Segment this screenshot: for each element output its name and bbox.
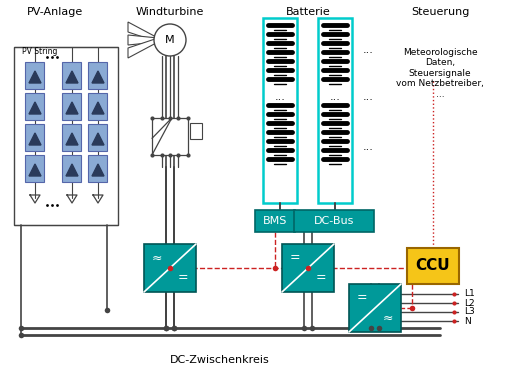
Text: =: =	[315, 271, 326, 285]
Text: ≈: ≈	[152, 252, 162, 264]
Text: ...: ...	[362, 142, 373, 152]
Text: BMS: BMS	[262, 216, 287, 226]
Text: =: =	[177, 271, 188, 285]
Polygon shape	[29, 102, 41, 114]
Bar	[25, 62, 44, 88]
Polygon shape	[29, 164, 41, 176]
Bar	[25, 92, 44, 120]
Polygon shape	[128, 22, 158, 42]
Bar	[63, 92, 81, 120]
Bar	[293, 210, 373, 232]
Bar	[281, 244, 333, 292]
Text: Steuerung: Steuerung	[410, 7, 468, 17]
Text: ...: ...	[362, 45, 373, 55]
Bar	[152, 118, 188, 155]
Bar	[14, 47, 118, 225]
Text: ...: ...	[329, 92, 340, 102]
Text: PV String: PV String	[22, 47, 57, 56]
Text: L2: L2	[463, 299, 474, 308]
Bar	[88, 92, 107, 120]
Polygon shape	[66, 164, 78, 176]
Text: M: M	[165, 35, 174, 45]
Text: N: N	[463, 317, 470, 326]
Text: L3: L3	[463, 308, 474, 317]
Bar	[88, 62, 107, 88]
Text: DC-Zwischenkreis: DC-Zwischenkreis	[170, 355, 269, 365]
Bar	[25, 155, 44, 182]
Bar	[406, 248, 458, 284]
Polygon shape	[92, 133, 104, 145]
Text: ≈: ≈	[382, 311, 392, 324]
Bar	[189, 123, 201, 139]
Bar	[317, 18, 351, 203]
Bar	[263, 18, 296, 203]
Text: =: =	[356, 291, 367, 305]
Text: ...: ...	[274, 92, 285, 102]
Text: Windturbine: Windturbine	[135, 7, 204, 17]
Polygon shape	[92, 164, 104, 176]
Text: Meteorologische
Daten,
Steuersignale
vom Netzbetreiber,
...: Meteorologische Daten, Steuersignale vom…	[395, 48, 483, 99]
Text: Batterie: Batterie	[285, 7, 330, 17]
Bar	[63, 155, 81, 182]
Bar	[88, 155, 107, 182]
Polygon shape	[92, 71, 104, 83]
Bar	[348, 284, 400, 332]
Text: L1: L1	[463, 290, 474, 299]
Polygon shape	[66, 133, 78, 145]
Bar	[255, 210, 294, 232]
Bar	[25, 123, 44, 150]
Bar	[88, 123, 107, 150]
Polygon shape	[29, 71, 41, 83]
Polygon shape	[128, 38, 158, 58]
Text: DC-Bus: DC-Bus	[313, 216, 354, 226]
Polygon shape	[29, 133, 41, 145]
Bar	[144, 244, 195, 292]
Polygon shape	[92, 102, 104, 114]
Text: =: =	[289, 252, 300, 264]
Bar	[63, 123, 81, 150]
Text: PV-Anlage: PV-Anlage	[27, 7, 83, 17]
Text: ...: ...	[362, 92, 373, 102]
Bar	[63, 62, 81, 88]
Circle shape	[154, 24, 186, 56]
Polygon shape	[128, 35, 158, 45]
Text: CCU: CCU	[415, 259, 449, 273]
Polygon shape	[66, 102, 78, 114]
Polygon shape	[66, 71, 78, 83]
